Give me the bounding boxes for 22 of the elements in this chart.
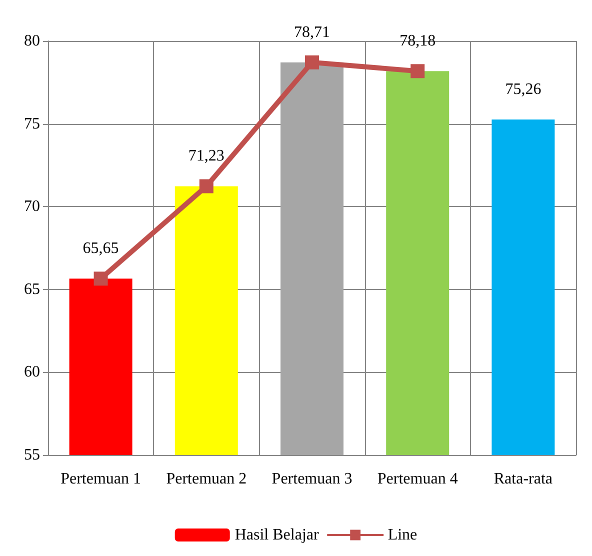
data-label: 75,26 (505, 80, 542, 98)
data-label: 78,71 (294, 24, 330, 41)
y-tick-label: 55 (24, 446, 40, 464)
legend-label: Line (388, 526, 418, 544)
point (94, 272, 108, 286)
point (305, 55, 319, 70)
x-tick-label: Pertemuan 4 (377, 470, 458, 488)
x-tick-label: Rata-rata (494, 470, 553, 488)
data-label: 65,65 (82, 240, 119, 258)
data-label: 78,18 (400, 32, 436, 50)
y-tick-label: 65 (24, 280, 40, 298)
x-tick-label: Pertemuan 2 (166, 470, 247, 488)
x-tick-label: Pertemuan 3 (272, 470, 352, 488)
y-tick-label: 80 (24, 32, 40, 50)
point (410, 64, 425, 78)
legend-label: Hasil Belajar (234, 526, 320, 544)
y-tick-label: 75 (24, 115, 40, 132)
y-tick-label: 70 (24, 198, 40, 216)
data-label: 71,23 (188, 148, 224, 165)
x-tick-label: Pertemuan 1 (60, 470, 142, 488)
y-tick-label: 60 (24, 364, 40, 381)
point (199, 179, 214, 194)
